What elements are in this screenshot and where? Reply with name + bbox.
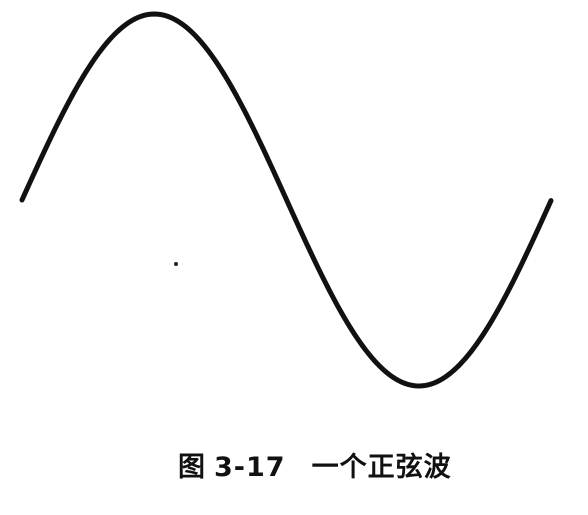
figure-title: 一个正弦波 [311,452,452,483]
figure-number: 3-17 [214,452,286,483]
sine-wave-plot [19,11,554,389]
stray-dot [174,262,178,266]
figure-caption: 图 3-17 一个正弦波 [0,414,588,515]
sine-wave-curve [19,11,554,389]
figure: 图 3-17 一个正弦波 [19,11,554,483]
figure-label: 图 [178,452,207,483]
